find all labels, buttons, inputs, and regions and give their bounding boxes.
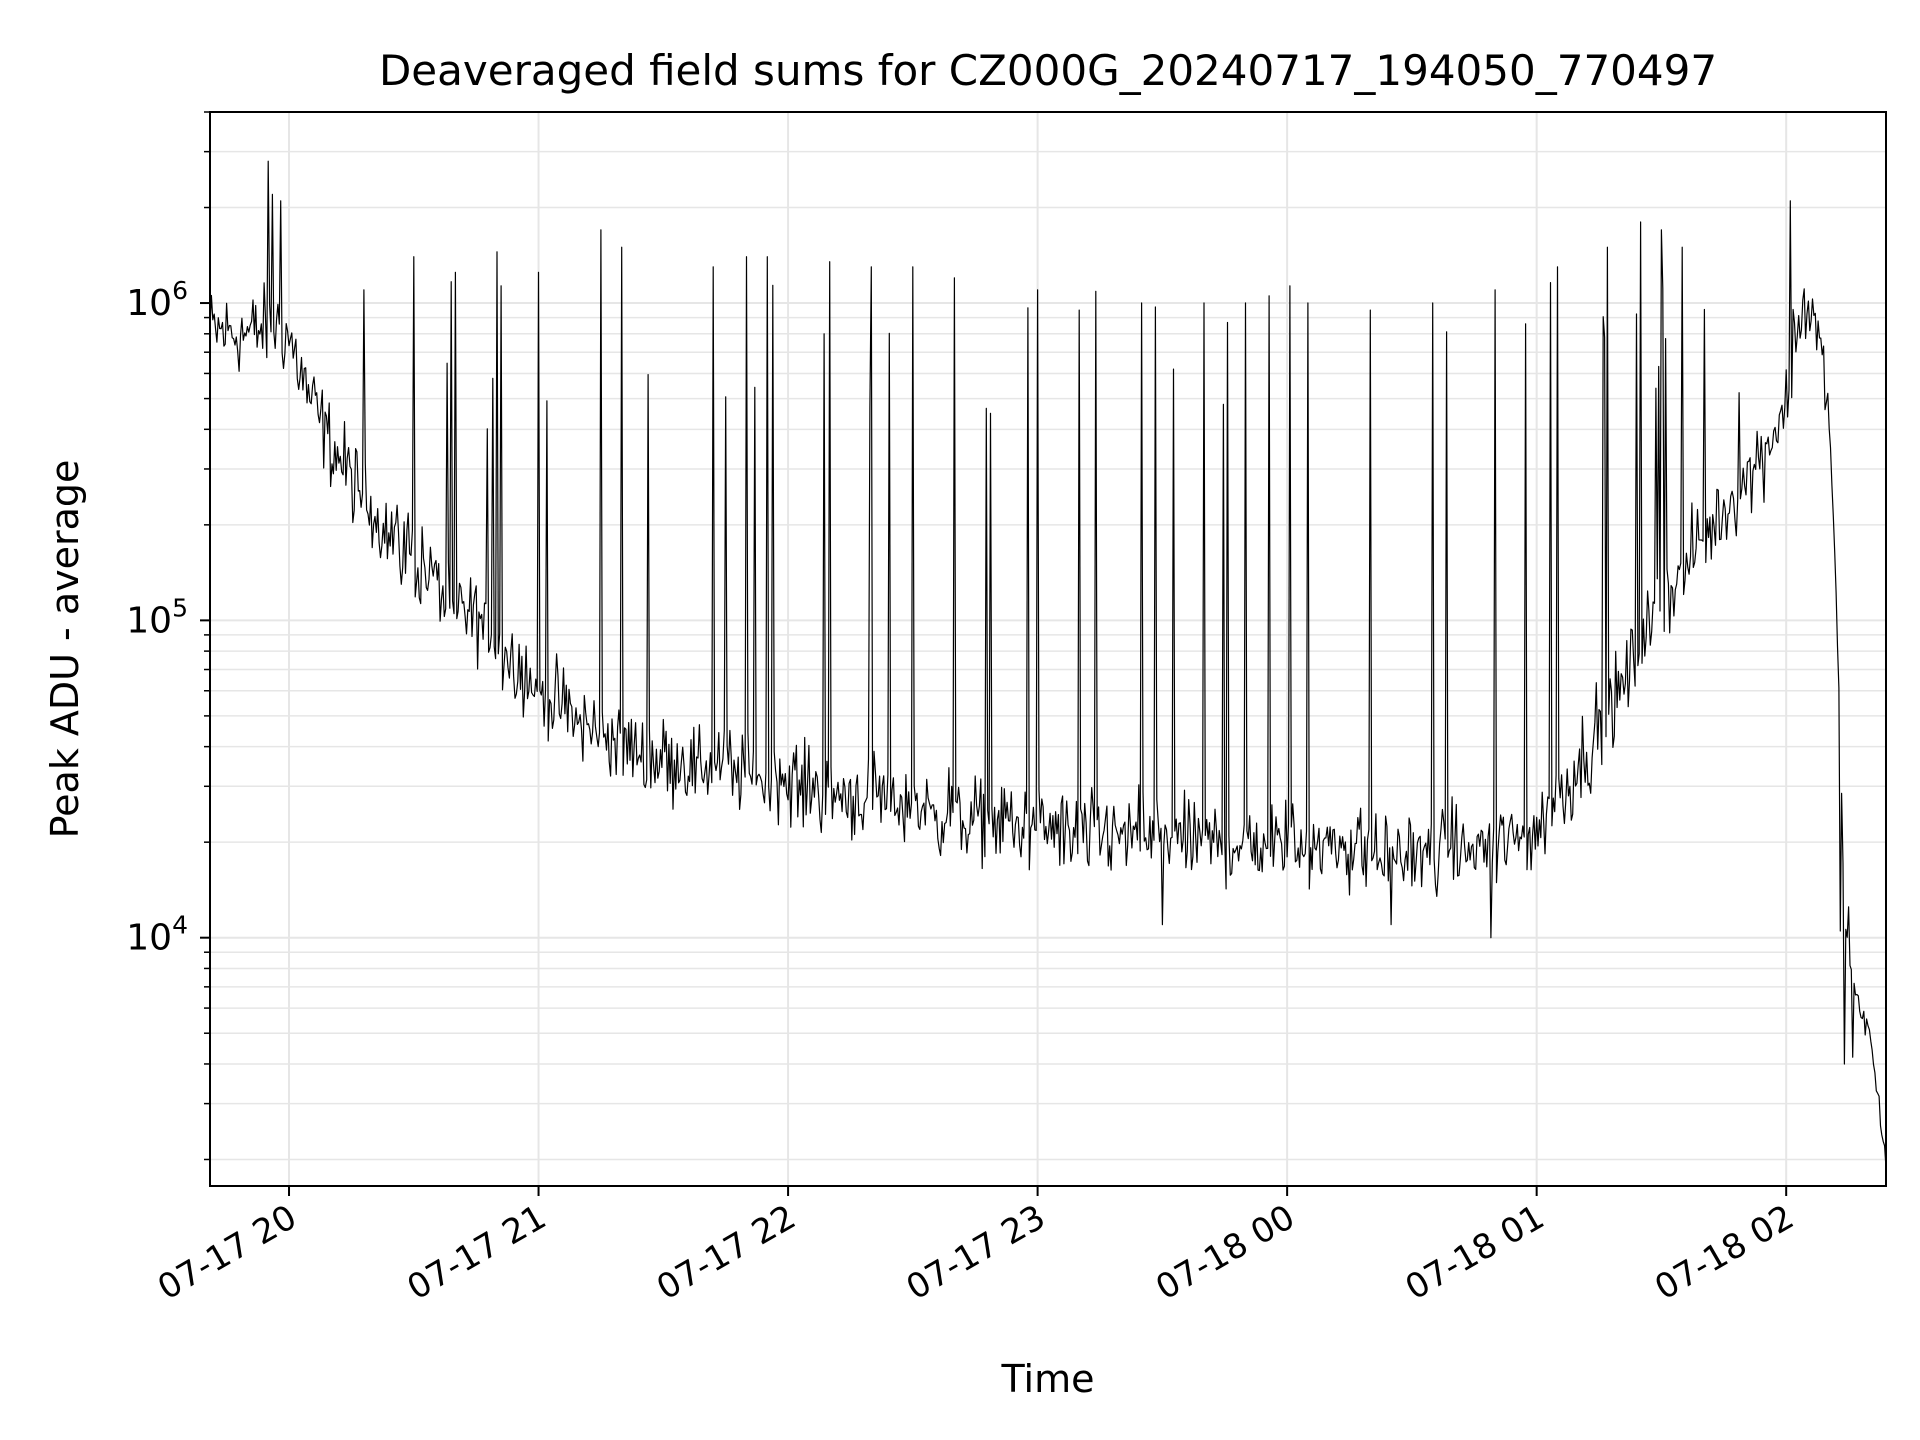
y-axis-label: Peak ADU - average — [43, 460, 87, 839]
y-axis: 104​ 105​ 106​ — [126, 111, 210, 1161]
y-tick-label: 104​ — [126, 911, 188, 959]
x-axis-label: Time — [1001, 1357, 1095, 1401]
y-tick-label: 105​ — [126, 593, 188, 641]
series-line — [209, 160, 1887, 1169]
plot-area — [209, 111, 1887, 1187]
chart-title: Deaveraged field sums for CZ000G_2024071… — [379, 46, 1717, 95]
y-tick-label: 106​ — [126, 276, 188, 324]
